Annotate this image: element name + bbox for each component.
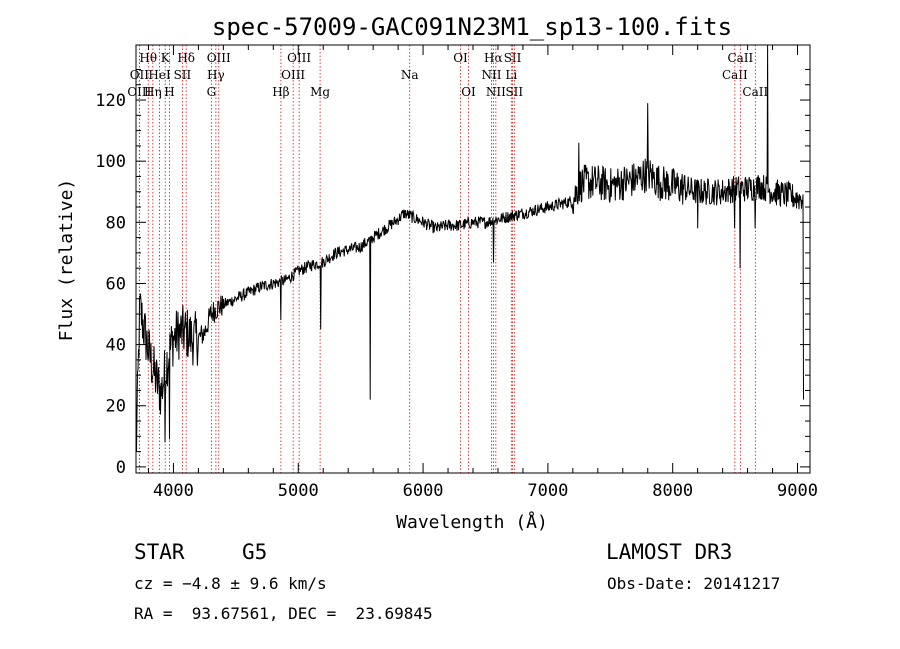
spectral-line-label: Mg xyxy=(310,85,330,99)
spectral-line-label: Li xyxy=(505,68,517,82)
y-tick-label: 20 xyxy=(106,397,126,417)
y-tick-label: 120 xyxy=(95,91,126,111)
spectral-line-label: OII xyxy=(130,68,150,82)
spectral-line-label: OI xyxy=(461,85,476,99)
spectrum-layer xyxy=(135,44,804,453)
object-subclass: G5 xyxy=(242,540,268,564)
spectral-line-label: H xyxy=(164,85,174,99)
spectral-line-label: SII xyxy=(174,68,192,82)
y-axis-label: Flux (relative) xyxy=(56,179,77,342)
spectral-line-label: HeI xyxy=(148,68,171,82)
spectral-line-label: SII xyxy=(505,85,523,99)
x-tick-label: 5000 xyxy=(278,481,319,501)
sky-coordinates: RA = 93.67561, DEC = 23.69845 xyxy=(134,604,433,623)
object-class: STAR xyxy=(134,540,185,564)
spectral-line-label: NII xyxy=(486,85,506,99)
ticks: 4000 5000 6000 7000 8000 9000 0 20 40 60 80 100 120 xyxy=(95,45,818,501)
spectral-line-label: Hθ xyxy=(139,51,157,65)
spectral-line-label: OIII xyxy=(281,68,305,82)
spectral-line-label: K xyxy=(161,51,171,65)
spectral-line-label: Hβ xyxy=(272,85,289,99)
plot-frame xyxy=(135,44,811,474)
spectral-line-label: SII xyxy=(504,51,522,65)
spectral-line-markers: OIIOIIIHθHηHeIKHSIIHδGHγOIIIHβOIIIOIIIMg… xyxy=(127,45,768,473)
x-tick-label: 7000 xyxy=(527,481,568,501)
y-tick-label: 80 xyxy=(106,213,126,233)
spectral-line-label: CaII xyxy=(722,68,748,82)
spectral-line-label: Hη xyxy=(144,85,162,99)
axes xyxy=(135,44,811,474)
x-tick-label: 4000 xyxy=(153,481,194,501)
y-tick-label: 0 xyxy=(116,458,126,478)
y-tick-label: 40 xyxy=(106,336,126,356)
spectrum-line xyxy=(135,44,804,453)
spectral-line-label: Hα xyxy=(484,51,503,65)
x-tick-label: 9000 xyxy=(777,481,818,501)
observation-date: Obs-Date: 20141217 xyxy=(607,574,781,593)
spectral-line-label: CaII xyxy=(727,51,753,65)
spectral-line-label: Hγ xyxy=(207,68,225,82)
x-tick-label: 8000 xyxy=(652,481,693,501)
spectral-line-label: OIII xyxy=(127,85,151,99)
survey-name: LAMOST DR3 xyxy=(606,540,733,564)
spectral-line-label: OIII xyxy=(287,51,311,65)
chart-title: spec-57009-GAC091N23M1_sp13-100.fits xyxy=(212,13,732,41)
spectral-line-label: G xyxy=(207,85,217,99)
spectral-line-label: OIII xyxy=(207,51,231,65)
spectral-line-label: OI xyxy=(453,51,468,65)
x-tick-label: 6000 xyxy=(403,481,444,501)
redshift-velocity: cz = −4.8 ± 9.6 km/s xyxy=(134,574,327,593)
spectral-line-label: Na xyxy=(401,68,419,82)
y-tick-label: 60 xyxy=(106,274,126,294)
spectral-line-label: NII xyxy=(481,68,501,82)
x-axis-label: Wavelength (Å) xyxy=(396,511,548,533)
spectral-line-label: Hδ xyxy=(177,51,195,65)
spectral-line-label: CaII xyxy=(742,85,768,99)
y-tick-label: 100 xyxy=(95,152,126,172)
